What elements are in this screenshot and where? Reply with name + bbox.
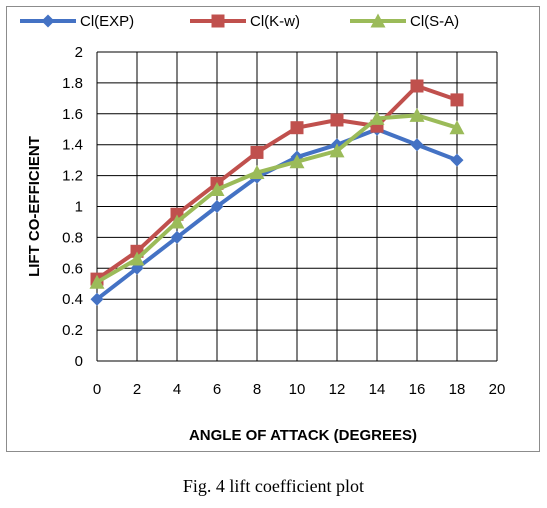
figure-caption: Fig. 4 lift coefficient plot	[182, 476, 365, 496]
data-point	[90, 292, 104, 306]
chart-frame: Cl(EXP) Cl(K-w) Cl(S-A) 0 2 4 6 8 10 12 14 16 18 20 0…	[6, 6, 540, 452]
series-1	[90, 79, 464, 286]
y-tick-label: 1.4	[62, 137, 83, 154]
series-0	[90, 122, 464, 306]
y-tick-label: 0.8	[62, 229, 83, 246]
y-tick-label: 0.4	[62, 291, 83, 308]
data-point	[449, 120, 465, 135]
y-tick-label: 1.8	[62, 75, 83, 92]
x-axis-title: ANGLE OF ATTACK (DEGREES)	[189, 427, 417, 444]
y-tick-label: 1.2	[62, 168, 83, 185]
legend-label: Cl(S-A)	[410, 13, 459, 30]
series-line	[95, 113, 458, 284]
data-point	[289, 154, 305, 169]
data-point	[290, 121, 304, 135]
data-point	[369, 110, 385, 125]
x-tick-label: 12	[329, 381, 346, 398]
data-point	[329, 143, 345, 158]
legend-marker	[41, 14, 55, 28]
y-axis-title: LIFT CO-EFFICIENT	[26, 136, 43, 277]
legend: Cl(EXP) Cl(K-w) Cl(S-A)	[20, 13, 459, 30]
x-tick-label: 14	[369, 381, 386, 398]
data-point	[409, 107, 425, 122]
legend-label: Cl(K-w)	[250, 13, 300, 30]
legend-marker	[211, 14, 225, 28]
data-point	[169, 214, 185, 229]
data-point	[89, 274, 105, 289]
y-tick-label: 2	[75, 44, 83, 61]
data-point	[130, 261, 144, 275]
legend-label: Cl(EXP)	[80, 13, 134, 30]
x-tick-label: 0	[93, 381, 101, 398]
data-point	[129, 251, 145, 266]
y-tick-label: 0	[75, 353, 83, 370]
series-layer	[89, 79, 465, 306]
data-point	[330, 113, 344, 127]
legend-item: Cl(S-A)	[350, 13, 459, 30]
data-point	[410, 79, 424, 93]
legend-item: Cl(K-w)	[190, 13, 300, 30]
series-line	[95, 83, 458, 281]
data-point	[209, 182, 225, 197]
data-point	[170, 230, 184, 244]
data-point	[250, 145, 264, 159]
y-tick-label: 0.6	[62, 260, 83, 277]
x-tick-label: 20	[489, 381, 506, 398]
legend-item: Cl(EXP)	[20, 13, 134, 30]
data-point	[249, 165, 265, 180]
series-2	[89, 107, 465, 289]
series-line	[95, 127, 458, 301]
data-point	[210, 200, 224, 213]
data-point	[450, 93, 464, 107]
x-tick-label: 10	[289, 381, 306, 398]
x-tick-label: 2	[133, 381, 141, 398]
y-tick-label: 0.2	[62, 322, 83, 339]
data-point	[450, 153, 464, 167]
grid	[96, 51, 498, 362]
lift-coefficient-chart: Cl(EXP) Cl(K-w) Cl(S-A) 0 2 4 6 8 10 12 14 16 18 200…	[20, 13, 505, 444]
x-tick-label: 6	[213, 381, 221, 398]
legend-marker	[370, 13, 386, 28]
y-tick-label: 1	[75, 199, 83, 216]
tick-labels: 0 2 4 6 8 10 12 14 16 18 20 0 0.2 0.4 0.6 0.8 1 1.2 1.4 1.6…	[62, 44, 505, 398]
data-point	[410, 138, 424, 152]
x-tick-label: 4	[173, 381, 181, 398]
x-tick-label: 8	[253, 381, 261, 398]
y-tick-label: 1.6	[62, 106, 83, 123]
x-tick-label: 16	[409, 381, 426, 398]
x-tick-label: 18	[449, 381, 466, 398]
